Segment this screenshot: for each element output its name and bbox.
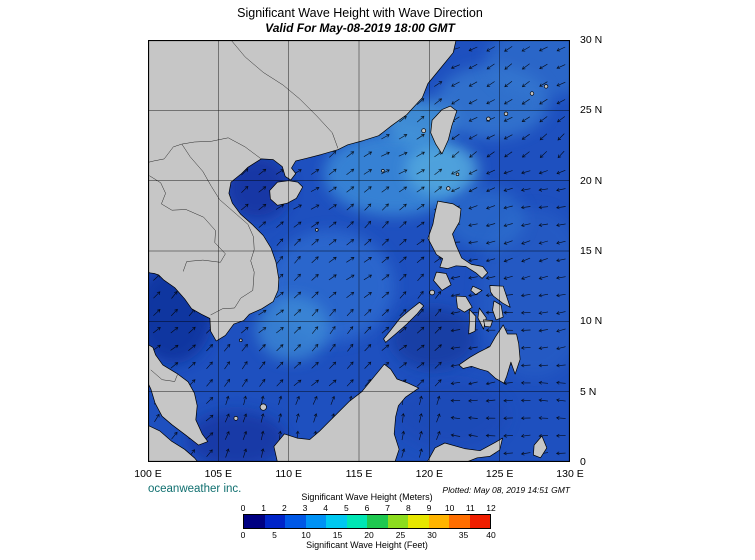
plotted-timestamp: Plotted: May 08, 2019 14:51 GMT	[442, 485, 570, 495]
feet-tick-label: 0	[240, 530, 246, 540]
colorbar-meters-ticks: 0 1 2 3 4 5 6 7 8 9 10 11 12	[240, 503, 496, 513]
meters-tick-label: 3	[302, 503, 308, 513]
credit-text: oceanweather inc.	[148, 483, 242, 495]
lon-tick-label: 125 E	[485, 468, 514, 480]
plot-subtitle: Valid For May-08-2019 18:00 GMT	[265, 21, 455, 35]
plot-title: Significant Wave Height with Wave Direct…	[237, 6, 483, 20]
meters-tick-label: 4	[323, 503, 329, 513]
feet-tick-label: 20	[364, 530, 374, 540]
colorbar-cell	[285, 515, 306, 528]
colorbar-cell	[305, 515, 326, 528]
meters-tick-label: 10	[444, 503, 455, 513]
map-frame	[147, 39, 571, 463]
meters-tick-label: 8	[405, 503, 411, 513]
feet-tick-label: 10	[301, 530, 311, 540]
lon-tick-label: 120 E	[415, 468, 444, 480]
lon-tick-label: 115 E	[345, 468, 373, 480]
colorbar-gradient	[243, 514, 491, 529]
colorbar-cell	[428, 515, 449, 528]
feet-tick-label: 30	[427, 530, 437, 540]
meters-tick-label: 6	[364, 503, 370, 513]
land-layer	[148, 40, 549, 462]
feet-tick-label: 5	[272, 530, 277, 540]
country-borders	[148, 40, 339, 382]
colorbar-meters-title: Significant Wave Height (Meters)	[301, 492, 433, 502]
lat-tick-label: 5 N	[580, 385, 597, 398]
colorbar-cell	[326, 515, 347, 528]
colorbar-cell	[408, 515, 429, 528]
meters-tick-label: 7	[385, 503, 391, 513]
meters-tick-label: 0	[240, 503, 246, 513]
lon-tick-label: 100 E	[134, 468, 162, 480]
graticule	[148, 40, 570, 462]
lat-tick-label: 25 N	[580, 104, 603, 117]
feet-tick-label: 35	[458, 530, 469, 540]
colorbar-cell	[244, 515, 265, 528]
lon-tick-label: 105 E	[204, 468, 233, 480]
lon-tick-label: 130 E	[556, 468, 584, 480]
meters-tick-label: 2	[281, 503, 287, 513]
lat-tick-label: 10 N	[580, 315, 603, 328]
lat-axis: 30 N 25 N 20 N 15 N 10 N 5 N 0	[580, 34, 622, 468]
lon-axis: 100 E 105 E 110 E 115 E 120 E 125 E 130 E	[134, 468, 583, 482]
feet-tick-label: 40	[486, 530, 496, 540]
lat-tick-label: 0	[580, 456, 586, 468]
feet-tick-label: 25	[395, 530, 406, 540]
lat-tick-label: 20 N	[580, 174, 603, 187]
lat-tick-label: 15 N	[580, 245, 603, 257]
meters-tick-label: 1	[261, 503, 267, 513]
colorbar-cell	[367, 515, 388, 528]
colorbar-cell	[469, 515, 490, 528]
colorbar-cell	[387, 515, 408, 528]
lon-tick-label: 110 E	[275, 468, 302, 480]
meters-tick-label: 5	[343, 503, 349, 513]
colorbar-cell	[346, 515, 367, 528]
colorbar-cell	[449, 515, 470, 528]
feet-tick-label: 15	[332, 530, 343, 540]
colorbar-cell	[264, 515, 285, 528]
meters-tick-label: 12	[486, 503, 496, 513]
colorbar-feet-ticks: 0 5 10 15 20 25 30 35 40	[240, 530, 496, 540]
meters-tick-label: 11	[465, 503, 475, 513]
lat-tick-label: 30 N	[580, 34, 603, 46]
map-area	[147, 39, 571, 463]
wave-map	[147, 39, 571, 463]
colorbar-feet-title: Significant Wave Height (Feet)	[306, 540, 428, 550]
meters-tick-label: 9	[426, 503, 432, 513]
